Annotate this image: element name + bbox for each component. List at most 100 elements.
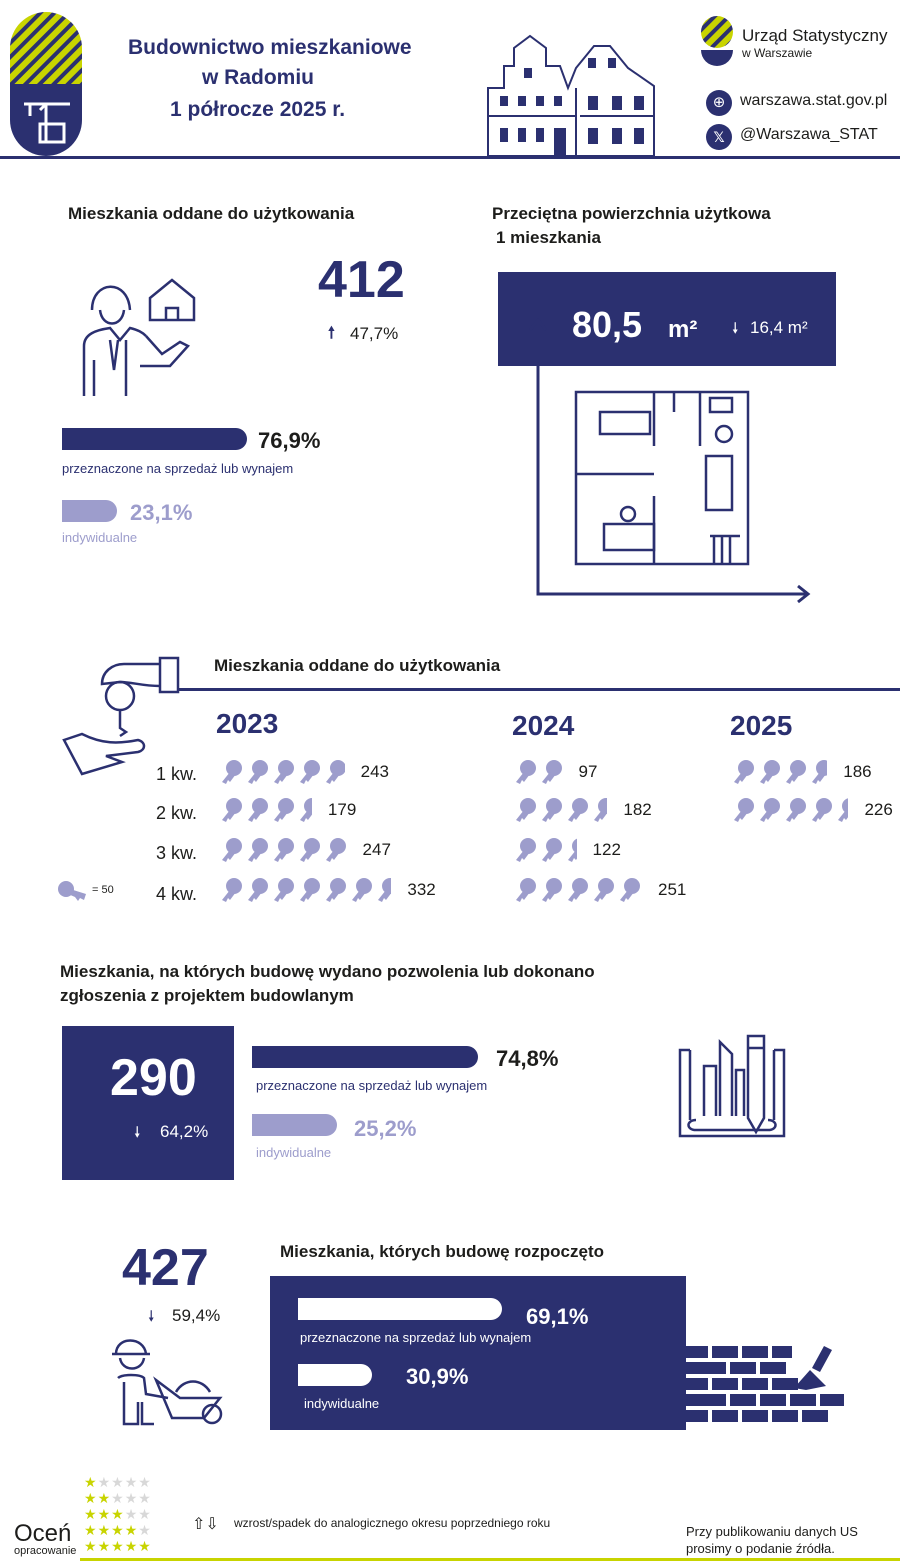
- started-title: Mieszkania, których budowę rozpoczęto: [280, 1242, 605, 1261]
- area-value: 80,5: [572, 304, 643, 345]
- footer-line: [80, 1558, 900, 1561]
- up-down-arrows-icon: ⇧⇩: [192, 1516, 219, 1533]
- key-value-2024-q1: 97: [578, 762, 598, 781]
- down-arrow-icon: 🠗: [148, 1308, 155, 1325]
- key-row-2023-q1: 243: [220, 760, 389, 784]
- permits-box: [62, 1026, 234, 1180]
- permits-sale-label: przeznaczone na sprzedaż lub wynajem: [256, 1078, 488, 1093]
- down-arrow-icon: 🠗: [732, 320, 739, 337]
- rate-title[interactable]: Oceń: [14, 1520, 72, 1547]
- key-row-2024-q2: 182: [514, 798, 652, 822]
- permits-sale-pct: 74,8%: [496, 1046, 559, 1071]
- permits-sale-bar: [252, 1046, 478, 1068]
- started-indiv-label: indywidualne: [304, 1396, 380, 1411]
- floorplan-axes-icon: [528, 317, 811, 604]
- started-indiv-bar: [298, 1364, 373, 1386]
- org-logo-icon: [701, 16, 733, 66]
- key-row-2023-q2: 179: [220, 798, 356, 822]
- website-link[interactable]: warszawa.stat.gov.pl: [740, 92, 888, 109]
- key-row-2024-q1: 97: [514, 760, 597, 784]
- area-unit: m²: [668, 316, 698, 343]
- quarterly-title: Mieszkania oddane do użytkowania: [214, 656, 501, 675]
- quarterly-line: [178, 688, 900, 691]
- started-sale-bar: [298, 1298, 502, 1320]
- completed-sale-pct: 76,9%: [258, 428, 321, 453]
- key-value-2024-q3: 122: [592, 840, 621, 859]
- permits-change: 64,2%: [160, 1122, 209, 1141]
- rating-row-1[interactable]: ★★★★★: [84, 1474, 152, 1490]
- area-title-line2: 1 mieszkania: [496, 228, 601, 247]
- permits-title-line1: Mieszkania, na których budowę wydano poz…: [60, 962, 595, 981]
- completed-indiv-label: indywidualne: [62, 530, 138, 545]
- year-2024-label: 2024: [512, 710, 575, 741]
- page-title-line1: Budownictwo mieszkaniowe: [128, 36, 412, 59]
- completed-sale-bar: [62, 428, 247, 450]
- legend-text: wzrost/spadek do analogicznego okresu po…: [234, 1516, 551, 1530]
- x-handle-link[interactable]: @Warszawa_STAT: [740, 126, 878, 143]
- completed-total: 412: [318, 251, 405, 309]
- key-row-2023-q4: 332: [220, 878, 436, 902]
- blueprint-pencil-icon: [678, 1034, 786, 1138]
- key-value-2025-q2: 226: [864, 800, 893, 819]
- page-title-line2: w Radomiu: [202, 66, 315, 89]
- started-total: 427: [122, 1239, 209, 1297]
- key-value-2023-q1: 243: [360, 762, 389, 781]
- permits-title-line2: zgłoszenia z projektem budowlanym: [60, 986, 354, 1005]
- globe-icon: ⊕: [706, 90, 732, 116]
- started-change: 59,4%: [172, 1306, 221, 1325]
- key-row-2023-q3: 247: [220, 838, 391, 862]
- page-title-line3: 1 półrocze 2025 r.: [170, 98, 346, 121]
- key-row-2024-q3: 122: [514, 838, 621, 862]
- permits-indiv-pct: 25,2%: [354, 1116, 417, 1141]
- key-value-2024-q4: 251: [658, 880, 687, 899]
- year-2025-label: 2025: [730, 710, 793, 741]
- rating-stars[interactable]: ★★★★★ ★★★★★ ★★★★★ ★★★★★ ★★★★★: [84, 1474, 166, 1558]
- completed-indiv-bar: [62, 500, 118, 522]
- rating-row-3[interactable]: ★★★★★: [84, 1506, 152, 1522]
- header-divider: [0, 156, 900, 159]
- area-title-line1: Przeciętna powierzchnia użytkowa: [492, 204, 771, 223]
- key-value-2024-q2: 182: [623, 800, 652, 819]
- completed-indiv-pct: 23,1%: [130, 500, 193, 525]
- permits-indiv-bar: [252, 1114, 337, 1136]
- key-value-2023-q4: 332: [407, 880, 436, 899]
- completed-title: Mieszkania oddane do użytkowania: [68, 204, 355, 223]
- rating-row-2[interactable]: ★★★★★: [84, 1490, 152, 1506]
- crane-logo-icon: [10, 12, 82, 156]
- area-box: [498, 272, 836, 366]
- up-arrow-icon: 🠕: [328, 325, 335, 342]
- permits-indiv-label: indywidualne: [256, 1145, 332, 1160]
- x-social-icon: 𝕏: [706, 124, 732, 150]
- note-line1: Przy publikowaniu danych US: [686, 1524, 858, 1539]
- quarter-label-4: 4 kw.: [156, 884, 198, 904]
- permits-total: 290: [110, 1049, 197, 1107]
- quarter-label-3: 3 kw.: [156, 843, 198, 863]
- key-value-2023-q3: 247: [362, 840, 391, 859]
- key-row-2025-q2: 226: [732, 798, 893, 822]
- org-sub: w Warszawie: [742, 46, 813, 60]
- townhouse-icon: [487, 34, 655, 157]
- started-sale-label: przeznaczone na sprzedaż lub wynajem: [300, 1330, 532, 1345]
- rating-row-5[interactable]: ★★★★★: [84, 1538, 152, 1554]
- area-change: 16,4 m²: [750, 318, 808, 337]
- key-value-2023-q2: 179: [327, 800, 357, 819]
- businessman-house-icon: [82, 278, 196, 396]
- completed-change: 47,7%: [350, 324, 399, 343]
- key-value-2025-q1: 186: [843, 762, 872, 781]
- brick-wall-icon: [686, 1346, 844, 1422]
- key-legend-icon: [58, 881, 86, 901]
- org-name: Urząd Statystyczny: [742, 26, 888, 45]
- completed-sale-label: przeznaczone na sprzedaż lub wynajem: [62, 461, 294, 476]
- key-row-2024-q4: 251: [514, 878, 686, 902]
- down-arrow-icon: 🠗: [134, 1124, 141, 1141]
- key-legend-text: = 50: [92, 884, 114, 896]
- started-indiv-pct: 30,9%: [406, 1364, 469, 1389]
- key-handover-icon: [62, 656, 180, 776]
- key-row-2025-q1: 186: [732, 760, 872, 784]
- quarter-label-1: 1 kw.: [156, 764, 198, 784]
- rating-row-4[interactable]: ★★★★★: [84, 1522, 152, 1538]
- note-line2: prosimy o podanie źródła.: [686, 1541, 835, 1556]
- quarter-label-2: 2 kw.: [156, 803, 198, 823]
- year-2023-label: 2023: [216, 708, 279, 739]
- started-sale-pct: 69,1%: [526, 1304, 589, 1329]
